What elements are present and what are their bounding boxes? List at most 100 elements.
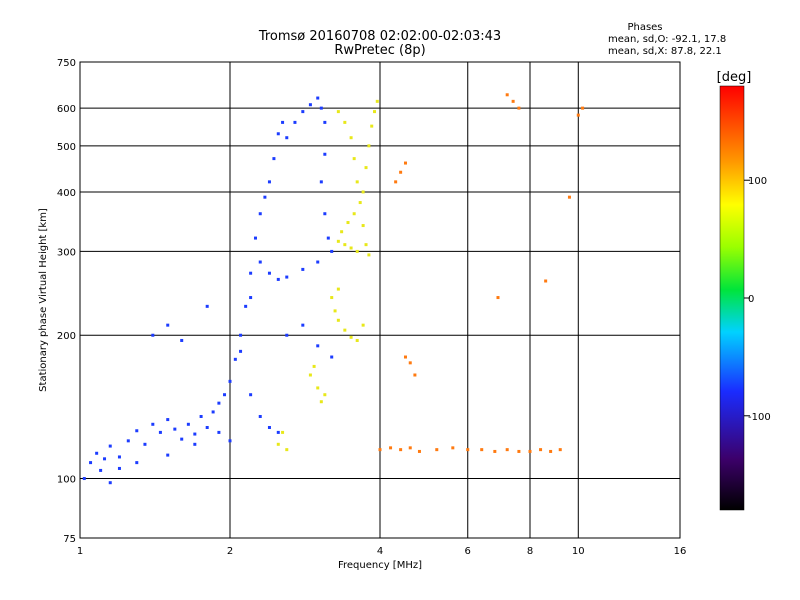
phase-stats-heading: Phases <box>627 22 662 33</box>
echo-point <box>576 113 580 117</box>
echo-point <box>267 425 271 429</box>
echo-point <box>89 461 93 465</box>
echo-point <box>258 260 262 264</box>
x-tick-label: 8 <box>527 546 533 557</box>
echo-point <box>323 152 327 156</box>
echo-point <box>330 355 334 359</box>
echo-point <box>355 180 359 184</box>
plot-area <box>79 61 681 539</box>
echo-point <box>399 448 403 452</box>
echo-point <box>319 400 323 404</box>
x-tick-label: 1 <box>77 546 83 557</box>
echo-point <box>143 442 147 446</box>
echo-point <box>352 212 356 216</box>
echo-point <box>263 195 267 199</box>
echo-point <box>466 448 470 452</box>
echo-point <box>316 96 320 100</box>
echo-point <box>336 287 340 291</box>
echo-point <box>319 106 323 110</box>
echo-point <box>493 449 497 453</box>
echo-point <box>361 323 365 327</box>
chart-title: Tromsø 20160708 02:02:00-02:03:43 <box>258 29 501 44</box>
echo-point <box>505 93 509 97</box>
echo-point <box>330 249 334 253</box>
echo-point <box>544 279 548 283</box>
echo-point <box>378 448 382 452</box>
echo-point <box>408 446 412 450</box>
x-tick-label: 10 <box>572 546 585 557</box>
echo-point <box>267 180 271 184</box>
echo-point <box>349 136 353 140</box>
echo-point <box>151 422 155 426</box>
echo-point <box>258 414 262 418</box>
echo-point <box>205 304 209 308</box>
y-axis-label: Stationary phase Virtual Height [km] <box>38 208 49 392</box>
echo-point <box>285 448 289 452</box>
echo-point <box>82 477 86 481</box>
echo-point <box>117 466 121 470</box>
echo-point <box>158 430 162 434</box>
echo-point <box>228 439 232 443</box>
y-tick-label: 100 <box>57 475 76 486</box>
echo-point <box>285 275 289 279</box>
echo-point <box>346 221 350 225</box>
echo-point <box>517 449 521 453</box>
echo-point <box>480 448 484 452</box>
echo-point <box>253 236 257 240</box>
echo-point <box>217 401 221 405</box>
echo-point <box>352 157 356 161</box>
echo-point <box>367 144 371 148</box>
echo-point <box>281 430 285 434</box>
colorbar-tick-label: 0 <box>748 294 754 305</box>
x-tick-label: 4 <box>377 546 383 557</box>
echo-point <box>358 201 362 205</box>
echo-point <box>151 333 155 337</box>
echo-point <box>539 448 543 452</box>
echo-point <box>301 323 305 327</box>
echo-point <box>319 180 323 184</box>
echo-point <box>205 425 209 429</box>
echo-point <box>108 481 112 485</box>
echo-point <box>373 110 377 114</box>
x-axis-label: Frequency [MHz] <box>338 560 422 571</box>
echo-point <box>323 120 327 124</box>
echo-point <box>166 418 170 422</box>
echo-point <box>301 110 305 114</box>
echo-point <box>323 393 327 397</box>
echo-point <box>336 239 340 243</box>
echo-point <box>166 453 170 457</box>
echo-point <box>355 249 359 253</box>
echo-point <box>316 344 320 348</box>
x-tick-label: 6 <box>465 546 471 557</box>
echo-point <box>375 99 379 103</box>
echo-point <box>180 437 184 441</box>
echo-point <box>217 430 221 434</box>
x-tick-label: 16 <box>674 546 687 557</box>
echo-point <box>316 386 320 390</box>
echo-point <box>343 328 347 332</box>
echo-point <box>517 106 521 110</box>
echo-point <box>413 373 417 377</box>
echo-point <box>249 271 253 275</box>
echo-point <box>336 110 340 114</box>
echo-point <box>239 333 243 337</box>
echo-point <box>276 442 280 446</box>
echo-point <box>403 355 407 359</box>
echo-point <box>249 296 253 300</box>
y-tick-label: 500 <box>57 142 76 153</box>
echo-point <box>135 461 139 465</box>
echo-point <box>364 243 368 247</box>
echo-point <box>340 230 344 234</box>
y-tick-label: 750 <box>57 58 76 69</box>
echo-point <box>355 338 359 342</box>
echo-point <box>258 212 262 216</box>
echo-point <box>108 444 112 448</box>
echo-point <box>228 379 232 383</box>
echo-point <box>417 449 421 453</box>
echo-point <box>336 318 340 322</box>
echo-point <box>126 439 130 443</box>
phase-stats-o: mean, sd,O: -92.1, 17.8 <box>608 34 726 45</box>
phase-stats-x: mean, sd,X: 87.8, 22.1 <box>608 46 722 57</box>
echo-point <box>293 120 297 124</box>
echo-point <box>361 224 365 228</box>
